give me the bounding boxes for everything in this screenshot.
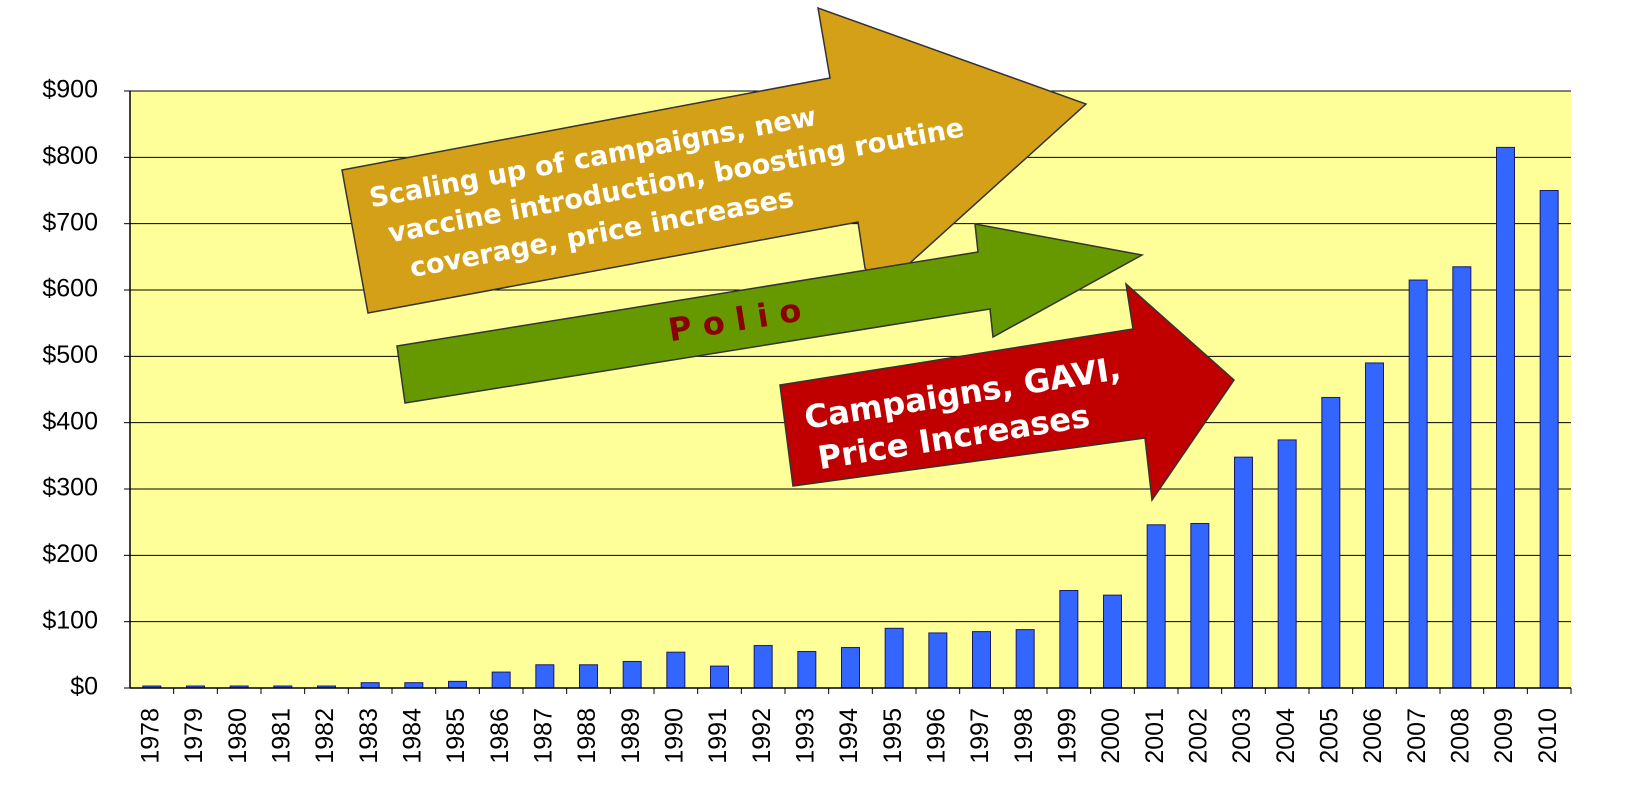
bar bbox=[841, 647, 860, 689]
arrow-green bbox=[396, 223, 1145, 404]
bar bbox=[972, 631, 991, 689]
x-tick-label: 2002 bbox=[1184, 708, 1212, 764]
x-tick-label: 1990 bbox=[660, 708, 688, 764]
y-tick-label: $0 bbox=[70, 673, 98, 701]
x-tick-label: 1979 bbox=[180, 708, 208, 764]
x-tick-label: 2000 bbox=[1097, 708, 1125, 764]
x-tick-label: 1992 bbox=[748, 708, 776, 764]
y-tick-label: $900 bbox=[42, 76, 98, 104]
bar bbox=[1496, 146, 1515, 689]
bar bbox=[710, 665, 729, 689]
arrow-red bbox=[779, 282, 1235, 503]
bars bbox=[142, 146, 1559, 689]
y-tick-label: $800 bbox=[42, 142, 98, 170]
y-tick-label: $700 bbox=[42, 208, 98, 236]
x-tick-label: 1987 bbox=[529, 708, 557, 764]
x-tick-label: 1988 bbox=[573, 708, 601, 764]
x-tick-label: 1983 bbox=[355, 708, 383, 764]
x-tick-label: 2006 bbox=[1359, 708, 1387, 764]
x-tick-label: 2005 bbox=[1315, 708, 1343, 764]
bar bbox=[1234, 456, 1253, 689]
y-tick-label: $400 bbox=[42, 407, 98, 435]
y-tick-label: $100 bbox=[42, 606, 98, 634]
bar bbox=[753, 645, 773, 689]
x-tick-label: 1982 bbox=[311, 708, 339, 764]
bar bbox=[360, 682, 380, 689]
x-tick-label: 2003 bbox=[1228, 708, 1256, 764]
bar bbox=[884, 627, 904, 689]
bar bbox=[1408, 279, 1428, 689]
bar bbox=[797, 651, 817, 689]
x-tick-label: 1993 bbox=[791, 708, 819, 764]
bar bbox=[1146, 524, 1166, 689]
bar bbox=[622, 660, 642, 689]
bar bbox=[404, 682, 424, 689]
x-tick-label: 1996 bbox=[922, 708, 950, 764]
bar bbox=[1321, 396, 1341, 689]
x-tick-label: 1997 bbox=[966, 708, 994, 764]
x-tick-label: 1991 bbox=[704, 708, 732, 764]
bar bbox=[1452, 266, 1472, 689]
x-tick-label: 1999 bbox=[1053, 708, 1081, 764]
x-tick-label: 2010 bbox=[1534, 708, 1562, 764]
bar bbox=[1015, 629, 1035, 689]
bar bbox=[1277, 439, 1297, 689]
y-tick-label: $500 bbox=[42, 341, 98, 369]
bar bbox=[1103, 594, 1122, 689]
x-tick-label: 1985 bbox=[442, 708, 470, 764]
bar bbox=[1539, 190, 1559, 689]
bar bbox=[448, 680, 467, 689]
y-tick-label: $300 bbox=[42, 474, 98, 502]
y-tick-label: $600 bbox=[42, 275, 98, 303]
x-tick-label: 1980 bbox=[224, 708, 252, 764]
x-tick-label: 1995 bbox=[879, 708, 907, 764]
bar bbox=[1059, 589, 1079, 689]
bar bbox=[535, 664, 555, 689]
x-tick-label: 2001 bbox=[1141, 708, 1169, 764]
bar bbox=[491, 671, 511, 689]
x-tick-label: 1984 bbox=[398, 708, 426, 764]
y-tick-label: $200 bbox=[42, 540, 98, 568]
x-tick-label: 2008 bbox=[1446, 708, 1474, 764]
bar bbox=[928, 632, 948, 689]
x-tick-label: 1998 bbox=[1010, 708, 1038, 764]
bar bbox=[1190, 522, 1210, 689]
x-tick-label: 2004 bbox=[1272, 708, 1300, 764]
x-tick-label: 1994 bbox=[835, 708, 863, 764]
x-tick-label: 2007 bbox=[1403, 708, 1431, 764]
x-tick-label: 1981 bbox=[267, 708, 295, 764]
bar bbox=[1365, 362, 1384, 689]
x-tick-label: 1986 bbox=[486, 708, 514, 764]
bar bbox=[666, 651, 686, 689]
bar bbox=[579, 664, 598, 689]
x-tick-label: 1989 bbox=[617, 708, 645, 764]
x-tick-label: 2009 bbox=[1490, 708, 1518, 764]
x-tick-label: 1978 bbox=[136, 708, 164, 764]
